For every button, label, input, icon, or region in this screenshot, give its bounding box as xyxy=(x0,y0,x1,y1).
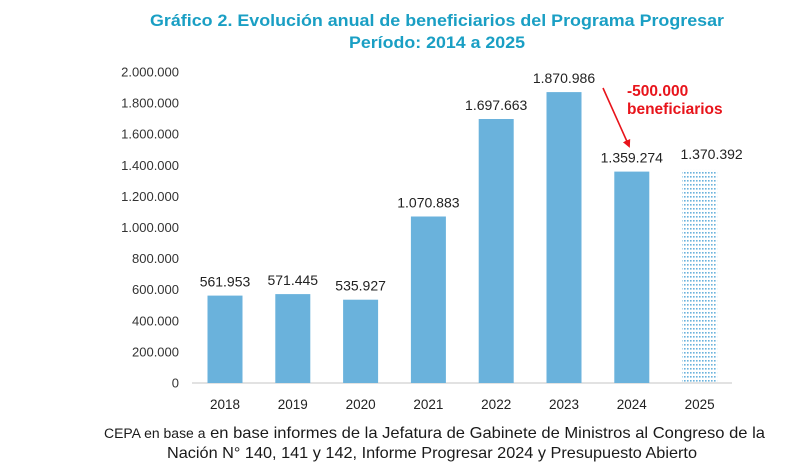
x-tick-label-2024: 2024 xyxy=(617,397,648,412)
source-note-line-2: Nación N° 140, 141 y 142, Informe Progre… xyxy=(167,445,697,462)
y-tick-label: 1.200.000 xyxy=(121,189,179,204)
x-tick-label-2020: 2020 xyxy=(346,397,376,412)
y-tick-label: 800.000 xyxy=(132,251,179,266)
annotation-unit: beneficiarios xyxy=(627,101,723,118)
y-axis: 0 200.000 400.000 600.000 800.000 1.000.000 1.… xyxy=(121,65,179,391)
bar-2018 xyxy=(207,295,243,383)
data-label-2020: 535.927 xyxy=(335,278,386,294)
y-tick-label: 600.000 xyxy=(132,282,179,297)
annotation-arrow xyxy=(602,87,631,148)
data-label-2024: 1.359.274 xyxy=(601,150,663,166)
x-tick-label-2018: 2018 xyxy=(210,397,240,412)
y-tick-label: 0 xyxy=(172,376,179,391)
data-label-2025: 1.370.392 xyxy=(680,146,742,162)
y-tick-label: 200.000 xyxy=(132,344,179,359)
x-tick-label-2025: 2025 xyxy=(685,397,715,412)
data-label-2021: 1.070.883 xyxy=(397,195,459,211)
bar-2025 xyxy=(682,169,718,383)
chart-subtitle: Período: 2014 a 2025 xyxy=(349,33,525,52)
data-label-2018: 561.953 xyxy=(200,274,251,290)
annotation-value: -500.000 xyxy=(627,83,688,100)
chart-title: Gráfico 2. Evolución anual de beneficiar… xyxy=(150,11,724,30)
bar-2019 xyxy=(275,294,311,383)
x-tick-label-2023: 2023 xyxy=(549,397,579,412)
x-tick-label-2019: 2019 xyxy=(278,397,308,412)
bar-2020 xyxy=(343,299,379,383)
data-label-2022: 1.697.663 xyxy=(465,97,527,113)
data-label-2019: 571.445 xyxy=(267,272,318,288)
y-tick-label: 400.000 xyxy=(132,313,179,328)
x-axis: 2018 2019 2020 2021 2022 2023 2024 2025 xyxy=(210,397,715,412)
bars xyxy=(207,92,718,383)
y-tick-label: 2.000.000 xyxy=(121,65,179,80)
data-labels: 561.953 571.445 535.927 1.070.883 1.697.663 1… xyxy=(200,70,743,294)
y-tick-label: 1.000.000 xyxy=(121,220,179,235)
bar-2021 xyxy=(410,216,446,383)
y-tick-label: 1.600.000 xyxy=(121,127,179,142)
data-label-2023: 1.870.986 xyxy=(533,70,595,86)
annotation: -500.000 beneficiarios xyxy=(602,83,723,148)
bar-2024 xyxy=(614,171,650,383)
source-prefix: CEPA en base a xyxy=(104,426,206,441)
bar-2023 xyxy=(546,92,582,383)
source-note-line-1: CEPA en base a en base informes de la Je… xyxy=(104,425,765,442)
x-tick-label-2021: 2021 xyxy=(413,397,443,412)
x-tick-label-2022: 2022 xyxy=(481,397,511,412)
y-tick-label: 1.800.000 xyxy=(121,96,179,111)
bar-2022 xyxy=(478,119,514,383)
source-line-1-text: en base informes de la Jefatura de Gabin… xyxy=(205,425,765,442)
y-tick-label: 1.400.000 xyxy=(121,158,179,173)
